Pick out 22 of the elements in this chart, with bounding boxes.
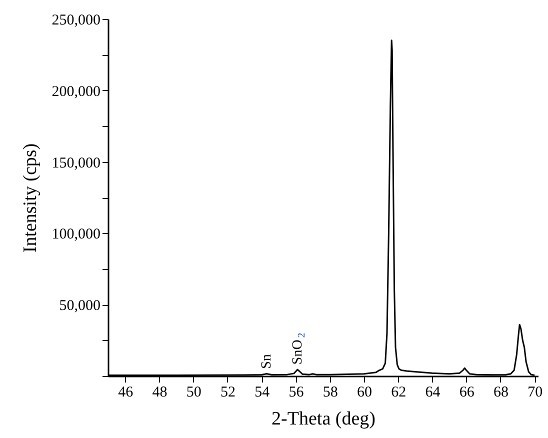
y-tick-label: 200,000: [52, 84, 100, 100]
x-tick-label: 58: [322, 384, 338, 400]
x-tick-label: 48: [152, 384, 168, 400]
x-tick-label: 46: [118, 384, 134, 400]
x-tick-label: 62: [391, 384, 406, 400]
annotation: Sn: [260, 354, 275, 369]
annotation: SnO2: [290, 332, 308, 365]
x-tick-label: 64: [425, 384, 441, 400]
y-tick-label: 150,000: [52, 155, 100, 172]
x-axis-title: 2-Theta (deg): [272, 408, 376, 430]
x-tick-label: 66: [459, 384, 475, 400]
x-tick-label: 50: [186, 384, 202, 400]
x-tick-label: 68: [493, 384, 508, 400]
y-tick-label: 50,000: [59, 298, 100, 314]
x-tick-label: 52: [220, 384, 236, 400]
y-tick-label: 100,000: [52, 226, 100, 243]
x-tick-label: 60: [356, 384, 372, 400]
y-axis-title: Intensity (cps): [20, 143, 41, 253]
x-tick-label: 56: [288, 384, 304, 400]
x-tick-label: 70: [528, 384, 543, 400]
y-tick-label: 250,000: [52, 12, 100, 28]
x-tick-label: 54: [254, 384, 270, 400]
